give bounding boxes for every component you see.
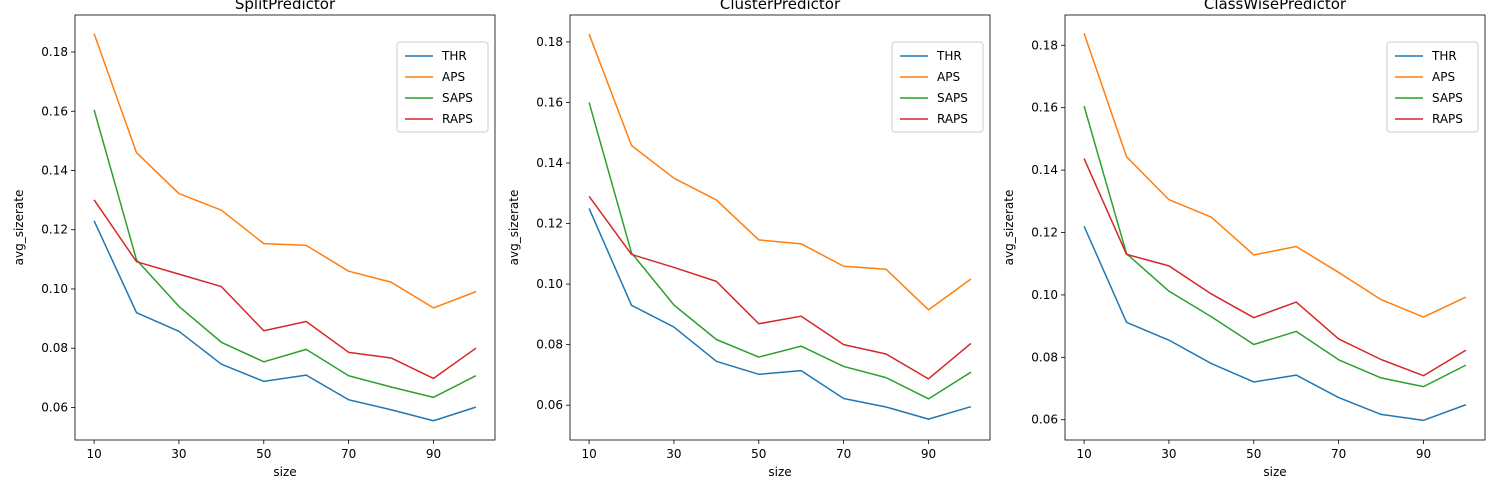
legend-label-thr: THR: [441, 49, 467, 63]
y-tick-label: 0.12: [1031, 225, 1058, 239]
legend-label-thr: THR: [936, 49, 962, 63]
series-line-saps: [1083, 105, 1467, 388]
series-line-thr: [1083, 225, 1467, 422]
y-tick-label: 0.12: [536, 217, 563, 231]
legend: THR APS SAPS RAPS: [1386, 41, 1479, 133]
chart-panel-3: ClassWisePredictor 10 30 50 70 90 0.06 0.08 0.10…: [1002, 0, 1486, 479]
y-axis-label: avg_sizerate: [1002, 190, 1016, 266]
y-tick-label: 0.14: [536, 156, 563, 170]
series-line-raps: [588, 195, 972, 380]
x-tick-label: 50: [256, 447, 271, 461]
series-line-thr: [588, 208, 972, 420]
plot-frame: [569, 14, 991, 441]
legend-label-raps: RAPS: [442, 112, 473, 126]
legend-label-raps: RAPS: [937, 112, 968, 126]
chart-title: SplitPredictor: [235, 0, 336, 13]
x-tick-label: 30: [171, 447, 186, 461]
series-line-raps: [1083, 158, 1467, 377]
legend-label-thr: THR: [1431, 49, 1457, 63]
y-tick-label: 0.06: [41, 400, 68, 414]
y-tick-label: 0.06: [1031, 413, 1058, 427]
plot-frame: [1064, 14, 1486, 441]
series-line-aps: [93, 33, 477, 309]
series-line-aps: [1083, 33, 1467, 318]
plot-frame: [74, 14, 496, 441]
series-line-thr: [93, 220, 477, 422]
legend-label-saps: SAPS: [1432, 91, 1463, 105]
x-tick-label: 10: [581, 447, 596, 461]
legend-label-saps: SAPS: [442, 91, 473, 105]
x-tick-label: 50: [751, 447, 766, 461]
y-tick-label: 0.08: [1031, 350, 1058, 364]
y-tick-label: 0.16: [41, 104, 68, 118]
chart-title: ClusterPredictor: [720, 0, 841, 13]
legend: THR APS SAPS RAPS: [891, 41, 984, 133]
x-tick-label: 90: [426, 447, 441, 461]
series-line-raps: [93, 199, 477, 380]
x-tick-label: 50: [1246, 447, 1261, 461]
series-line-aps: [588, 33, 972, 311]
y-tick-label: 0.12: [41, 223, 68, 237]
x-tick-label: 10: [1076, 447, 1091, 461]
x-axis-label: size: [1263, 465, 1286, 479]
legend-box: [891, 41, 984, 133]
x-tick-label: 90: [921, 447, 936, 461]
x-tick-label: 10: [86, 447, 101, 461]
chart-panel-2: ClusterPredictor 10 30 50 70 90 0.06 0.08 0.10 0.…: [507, 0, 991, 479]
y-tick-label: 0.08: [536, 338, 563, 352]
legend-label-aps: APS: [1432, 70, 1455, 84]
legend-box: [1386, 41, 1479, 133]
y-tick-label: 0.18: [41, 45, 68, 59]
y-tick-label: 0.18: [1031, 38, 1058, 52]
legend-label-saps: SAPS: [937, 91, 968, 105]
y-tick-label: 0.14: [1031, 163, 1058, 177]
x-tick-label: 90: [1416, 447, 1431, 461]
x-axis-label: size: [273, 465, 296, 479]
legend-box: [396, 41, 489, 133]
y-tick-label: 0.10: [536, 277, 563, 291]
x-axis-label: size: [768, 465, 791, 479]
y-tick-label: 0.08: [41, 341, 68, 355]
y-tick-label: 0.10: [1031, 288, 1058, 302]
series-line-saps: [588, 102, 972, 400]
y-tick-label: 0.06: [536, 398, 563, 412]
x-tick-label: 30: [666, 447, 681, 461]
x-tick-label: 70: [1331, 447, 1346, 461]
y-tick-label: 0.18: [536, 35, 563, 49]
y-tick-label: 0.16: [1031, 101, 1058, 115]
chart-title: ClassWisePredictor: [1204, 0, 1347, 13]
x-tick-label: 70: [341, 447, 356, 461]
y-axis-label: avg_sizerate: [12, 190, 26, 266]
legend-label-aps: APS: [937, 70, 960, 84]
series-line-saps: [93, 109, 477, 399]
legend-label-aps: APS: [442, 70, 465, 84]
y-tick-label: 0.14: [41, 163, 68, 177]
y-tick-label: 0.10: [41, 282, 68, 296]
x-tick-label: 30: [1161, 447, 1176, 461]
chart-panel-1: SplitPredictor 10 30 50 70 90 0.06 0.08 0.10 0.12…: [12, 0, 496, 479]
legend: THR APS SAPS RAPS: [396, 41, 489, 133]
legend-label-raps: RAPS: [1432, 112, 1463, 126]
x-tick-label: 70: [836, 447, 851, 461]
y-axis-label: avg_sizerate: [507, 190, 521, 266]
y-tick-label: 0.16: [536, 95, 563, 109]
